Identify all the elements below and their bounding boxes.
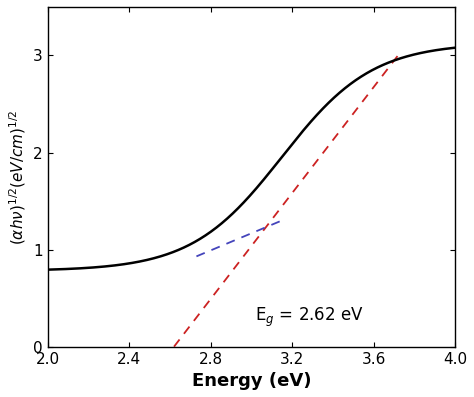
Text: E$_g$ = 2.62 eV: E$_g$ = 2.62 eV — [255, 306, 365, 329]
Y-axis label: $(\alpha h\nu)^{1/2}(eV/cm)^{1/2}$: $(\alpha h\nu)^{1/2}(eV/cm)^{1/2}$ — [7, 109, 27, 245]
X-axis label: Energy (eV): Energy (eV) — [191, 372, 311, 390]
